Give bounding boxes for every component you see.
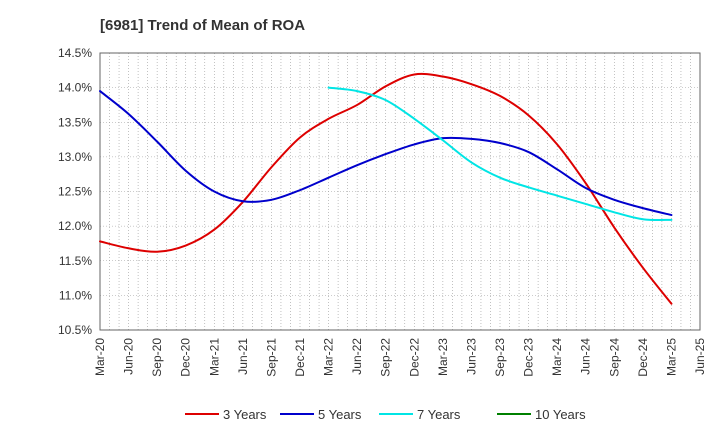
x-tick-label: Jun-22 <box>350 338 364 375</box>
plot-area <box>99 52 701 331</box>
legend-label-7-years: 7 Years <box>417 407 461 422</box>
x-tick-label: Sep-20 <box>150 338 164 377</box>
legend-label-3-years: 3 Years <box>223 407 267 422</box>
series-line-5-years <box>99 90 673 217</box>
series-line-7-years <box>327 86 673 221</box>
x-tick-label: Jun-20 <box>122 338 136 375</box>
chart-title: [6981] Trend of Mean of ROA <box>100 17 305 34</box>
y-tick-label: 14.0% <box>58 81 92 95</box>
x-tick-label: Mar-22 <box>322 338 336 376</box>
x-axis-ticks: Mar-20 Jun-20 Sep-20 Dec-20 Mar-21 Jun-21 Sep-… <box>93 338 707 377</box>
x-tick-label: Mar-20 <box>93 338 107 376</box>
x-tick-label: Sep-21 <box>264 338 278 377</box>
series-line-3-years <box>99 72 673 305</box>
grid <box>100 53 700 330</box>
legend: 3 Years 5 Years 7 Years 10 Years <box>185 407 586 422</box>
x-tick-label: Mar-21 <box>207 338 221 376</box>
x-tick-label: Mar-23 <box>436 338 450 376</box>
x-tick-label: Jun-24 <box>579 338 593 375</box>
legend-label-5-years: 5 Years <box>318 407 362 422</box>
x-tick-label: Sep-23 <box>493 338 507 377</box>
x-tick-label: Jun-23 <box>464 338 478 375</box>
x-tick-label: Dec-24 <box>636 338 650 377</box>
x-tick-label: Mar-25 <box>664 338 678 376</box>
legend-label-10-years: 10 Years <box>535 407 586 422</box>
x-tick-label: Jun-25 <box>693 338 707 375</box>
x-tick-label: Sep-24 <box>607 338 621 377</box>
series-lines <box>99 72 673 305</box>
x-tick-label: Dec-21 <box>293 338 307 377</box>
y-tick-label: 13.5% <box>58 115 92 129</box>
y-tick-label: 13.0% <box>58 150 92 164</box>
y-tick-label: 11.0% <box>59 288 92 302</box>
x-tick-label: Dec-23 <box>522 338 536 377</box>
y-tick-label: 10.5% <box>58 323 92 337</box>
x-tick-label: Sep-22 <box>379 338 393 377</box>
y-tick-label: 14.5% <box>58 46 92 60</box>
y-tick-label: 12.0% <box>58 219 92 233</box>
x-tick-label: Dec-20 <box>179 338 193 377</box>
y-tick-label: 11.5% <box>59 254 92 268</box>
y-tick-label: 12.5% <box>58 185 92 199</box>
y-axis-ticks: 10.5% 11.0% 11.5% 12.0% 12.5% 13.0% 13.5% 14.0%… <box>58 46 92 337</box>
x-tick-label: Jun-21 <box>236 338 250 375</box>
x-tick-label: Dec-22 <box>407 338 421 377</box>
x-tick-label: Mar-24 <box>550 338 564 376</box>
